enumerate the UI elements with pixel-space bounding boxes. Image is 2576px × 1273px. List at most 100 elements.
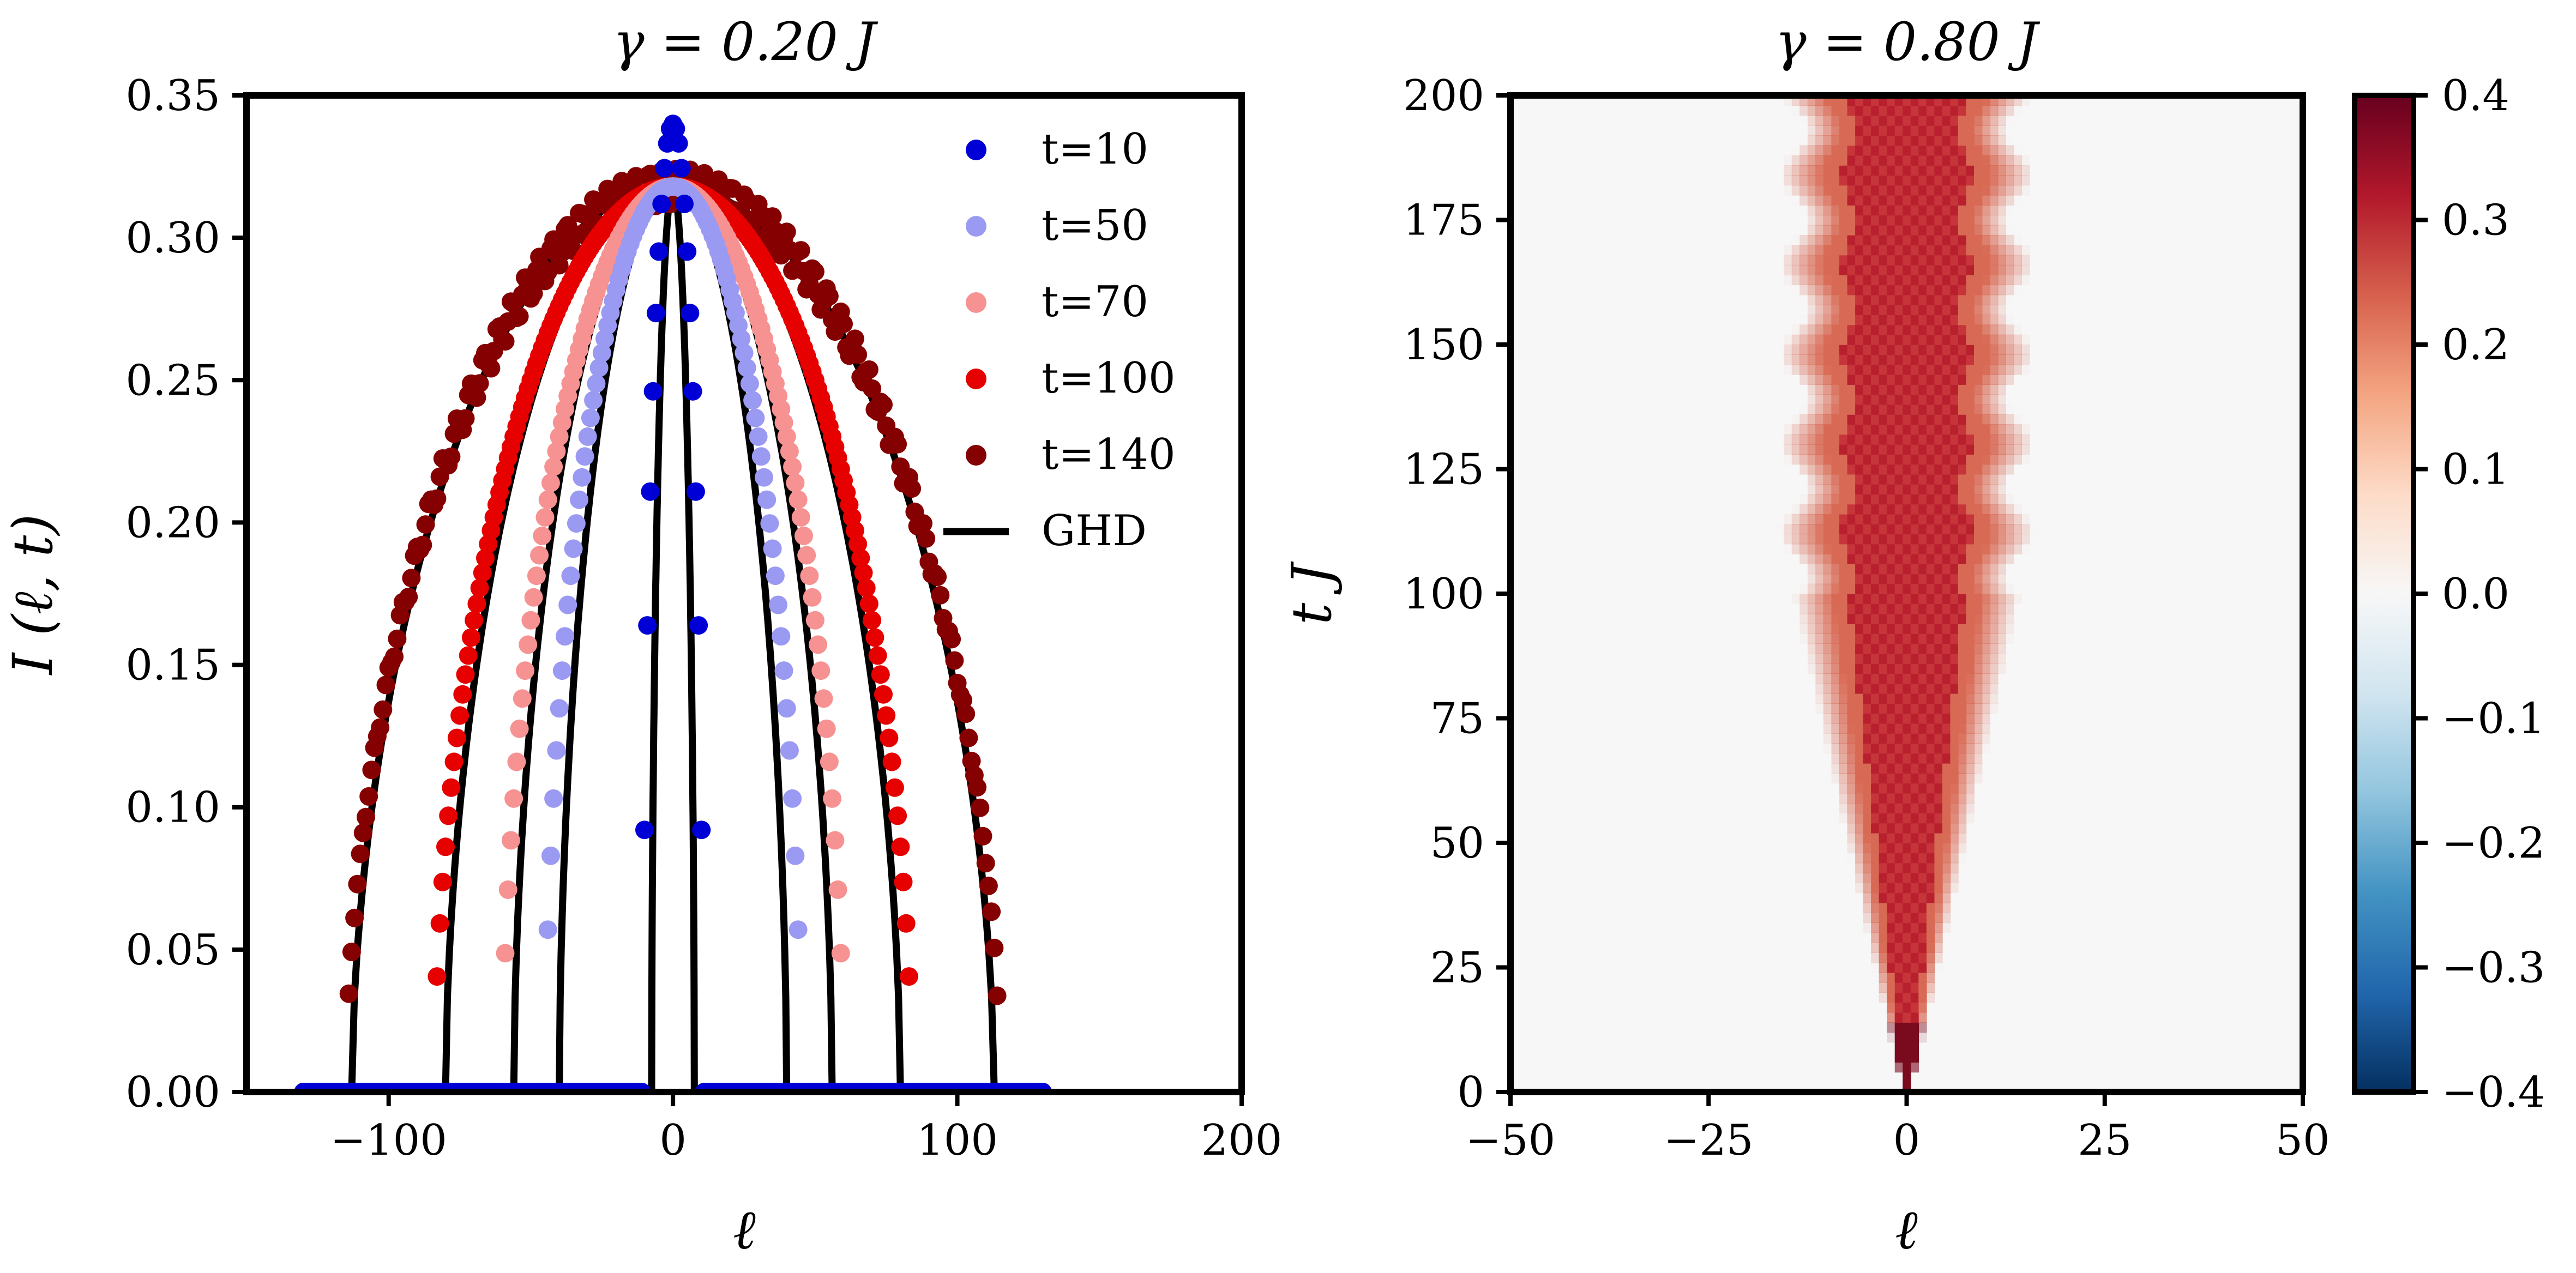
heatmap-cell [2006, 454, 2014, 465]
heatmap-cell [1950, 364, 1959, 375]
heatmap-cell [1934, 594, 1943, 605]
heatmap-cell [1887, 484, 1895, 494]
heatmap-cell [1847, 285, 1856, 295]
heatmap-cell [1982, 324, 1990, 335]
heatmap-cell [2006, 345, 2014, 355]
heatmap-cell [1997, 245, 2006, 256]
heatmap-cell [1784, 444, 1792, 455]
heatmap-cell [1950, 634, 1959, 644]
data-point [848, 534, 868, 553]
heatmap-cell [1871, 872, 1880, 883]
data-point [538, 490, 557, 509]
heatmap-cell [1918, 853, 1927, 864]
data-point [666, 119, 685, 138]
heatmap-cell [1966, 544, 1975, 554]
heatmap-cell [1903, 683, 1911, 694]
heatmap-cell [1910, 574, 1919, 584]
data-point [436, 837, 455, 856]
heatmap-cell [1855, 793, 1864, 804]
heatmap-cell [1879, 813, 1887, 824]
heatmap-cell [1942, 404, 1951, 415]
heatmap-cell [1823, 315, 1832, 325]
heatmap-cell [1839, 504, 1848, 515]
heatmap-cell [1950, 564, 1959, 575]
heatmap-cell [1990, 245, 1999, 256]
heatmap-cell [1839, 723, 1848, 734]
heatmap-cell [2030, 435, 2038, 445]
colorbar-tick-label: −0.2 [2442, 819, 2545, 868]
heatmap-cell [1974, 454, 1983, 465]
heatmap-cell [2021, 424, 2030, 435]
heatmap-cell [1784, 514, 1792, 524]
heatmap-cell [1910, 294, 1919, 305]
heatmap-cell [2006, 175, 2014, 186]
data-point [689, 616, 708, 635]
heatmap-cell [1926, 364, 1935, 375]
heatmap-cell [1823, 404, 1832, 415]
heatmap-cell [2021, 514, 2030, 524]
heatmap-cell [1847, 234, 1856, 245]
heatmap-cell [1807, 474, 1816, 485]
heatmap-cell [1823, 384, 1832, 395]
heatmap-cell [1871, 195, 1880, 206]
heatmap-cell [1831, 275, 1840, 286]
heatmap-cell [1942, 723, 1951, 734]
heatmap-cell [1966, 285, 1975, 295]
heatmap-cell [1910, 334, 1919, 345]
heatmap-cell [1855, 813, 1864, 824]
heatmap-cell [1831, 553, 1840, 564]
heatmap-cell [1887, 583, 1895, 594]
heatmap-cell [1903, 484, 1911, 494]
heatmap-cell [1855, 853, 1864, 864]
heatmap-cell [1990, 205, 1999, 216]
heatmap-cell [1863, 514, 1871, 524]
heatmap-cell [1855, 883, 1864, 894]
heatmap-cell [1934, 404, 1943, 415]
heatmap-cell [1990, 135, 1999, 146]
heatmap-cell [1903, 942, 1911, 953]
heatmap-cell [1903, 264, 1911, 275]
data-point [385, 647, 404, 666]
right-y-tick-label: 125 [1403, 445, 1484, 494]
colorbar-tick-label: −0.4 [2442, 1068, 2545, 1117]
right-y-tick-label: 75 [1430, 695, 1484, 744]
heatmap-cell [1879, 394, 1887, 405]
heatmap-cell [1997, 275, 2006, 286]
heatmap-cell [1926, 823, 1935, 834]
heatmap-cell [1997, 264, 2006, 275]
heatmap-cell [1791, 275, 1801, 286]
heatmap-cell [1982, 663, 1990, 674]
heatmap-cell [1879, 345, 1887, 355]
data-point [675, 195, 694, 213]
heatmap-cell [1831, 345, 1840, 355]
heatmap-cell [1934, 604, 1943, 614]
heatmap-cell [1926, 115, 1935, 126]
heatmap-cell [1910, 1062, 1919, 1073]
data-point [416, 515, 435, 534]
heatmap-cell [1918, 454, 1927, 465]
heatmap-cell [1926, 275, 1935, 286]
heatmap-cell [1926, 902, 1935, 913]
heatmap-cell [1934, 634, 1943, 644]
heatmap-cell [1910, 1042, 1919, 1053]
data-point [917, 529, 936, 548]
heatmap-cell [2006, 205, 2014, 215]
right-panel: γ = 0.80 J −50 −25 0 25 50 02550751001251501… [1280, 11, 2545, 1262]
heatmap-cell [1942, 345, 1951, 355]
heatmap-cell [1815, 334, 1824, 345]
legend-label: t=100 [1042, 354, 1176, 403]
heatmap-cell [1942, 553, 1951, 564]
heatmap-cell [1855, 135, 1864, 146]
heatmap-cell [2006, 414, 2014, 425]
heatmap-cell [1974, 583, 1983, 594]
heatmap-cell [1823, 354, 1832, 365]
heatmap-cell [1926, 992, 1935, 1003]
heatmap-cell [1823, 534, 1832, 545]
heatmap-cell [1903, 534, 1911, 545]
heatmap-cell [1910, 693, 1919, 704]
heatmap-cell [1887, 464, 1895, 475]
heatmap-cell [1997, 234, 2006, 245]
heatmap-cell [1990, 324, 1999, 335]
heatmap-cell [1926, 105, 1935, 116]
heatmap-cell [1847, 165, 1856, 176]
